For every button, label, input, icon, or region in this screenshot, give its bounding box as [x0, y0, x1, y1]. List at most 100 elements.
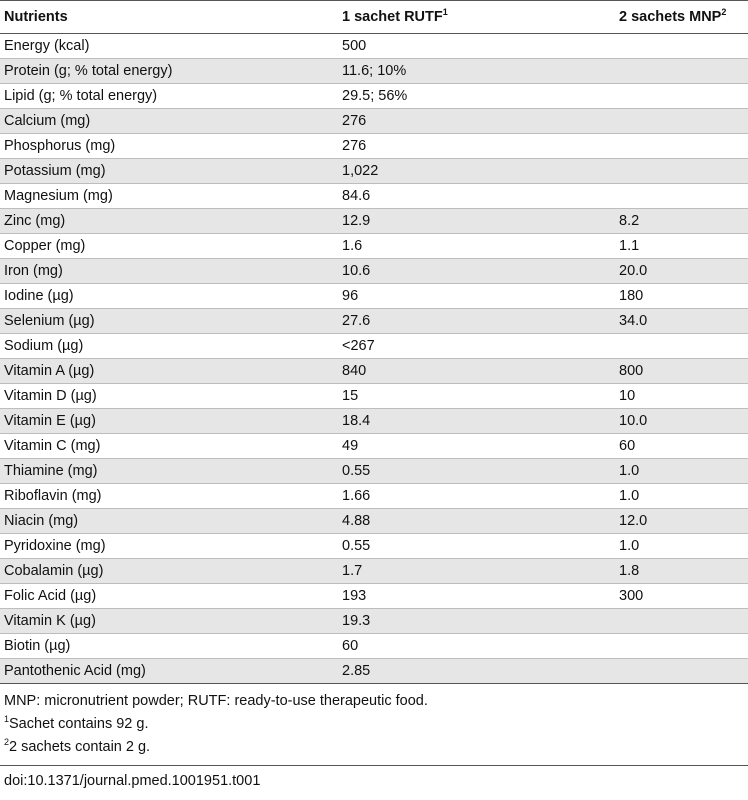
table-body: Energy (kcal) 500 Protein (g; % total ener…	[0, 33, 748, 684]
nutrient-name-cell: Cobalamin (µg)	[0, 558, 338, 584]
nutrient-name-cell: Biotin (µg)	[0, 633, 338, 659]
mnp-value-cell	[615, 658, 748, 684]
rutf-value-cell: 11.6; 10%	[338, 58, 615, 84]
mnp-value-cell: 800	[615, 358, 748, 384]
header-mnp-footnote-marker: 2	[721, 7, 727, 18]
nutrient-name-cell: Protein (g; % total energy)	[0, 58, 338, 84]
table-row: Lipid (g; % total energy) 29.5; 56%	[0, 83, 748, 109]
table-row: Calcium (mg) 276	[0, 108, 748, 134]
nutrient-name-cell: Iodine (µg)	[0, 283, 338, 309]
mnp-value-cell: 180	[615, 283, 748, 309]
table-row: Pantothenic Acid (mg) 2.85	[0, 658, 748, 684]
table-row: Folic Acid (µg) 193 300	[0, 583, 748, 609]
nutrient-name-cell: Vitamin E (µg)	[0, 408, 338, 434]
table-row: Vitamin C (mg) 49 60	[0, 433, 748, 459]
mnp-value-cell	[615, 183, 748, 209]
footnote-2-marker: 2	[4, 737, 10, 748]
table-row: Thiamine (mg) 0.55 1.0	[0, 458, 748, 484]
mnp-value-cell: 1.1	[615, 233, 748, 259]
table-row: Energy (kcal) 500	[0, 33, 748, 59]
mnp-value-cell: 12.0	[615, 508, 748, 534]
table-row: Phosphorus (mg) 276	[0, 133, 748, 159]
rutf-value-cell: 0.55	[338, 533, 615, 559]
rutf-value-cell: 18.4	[338, 408, 615, 434]
table-footnotes: MNP: micronutrient powder; RUTF: ready-t…	[0, 684, 748, 759]
table-header: Nutrients 1 sachet RUTF1 2 sachets MNP2	[0, 1, 748, 34]
nutrient-name-cell: Vitamin C (mg)	[0, 433, 338, 459]
nutrient-table: Nutrients 1 sachet RUTF1 2 sachets MNP2 …	[0, 1, 748, 684]
rutf-value-cell: 0.55	[338, 458, 615, 484]
table-row: Sodium (µg) <267	[0, 333, 748, 359]
bottom-rule	[0, 765, 748, 766]
doi-label: doi:10.1371/journal.pmed.1001951.t001	[4, 773, 261, 789]
mnp-value-cell: 60	[615, 433, 748, 459]
table-row: Vitamin D (µg) 15 10	[0, 383, 748, 409]
rutf-value-cell: <267	[338, 333, 615, 359]
header-rutf-footnote-marker: 1	[442, 7, 448, 18]
nutrient-name-cell: Zinc (mg)	[0, 208, 338, 234]
rutf-value-cell: 19.3	[338, 608, 615, 634]
rutf-value-cell: 840	[338, 358, 615, 384]
mnp-value-cell: 1.0	[615, 483, 748, 509]
table-row: Vitamin A (µg) 840 800	[0, 358, 748, 384]
nutrient-name-cell: Magnesium (mg)	[0, 183, 338, 209]
mnp-value-cell	[615, 58, 748, 84]
nutrient-name-cell: Folic Acid (µg)	[0, 583, 338, 609]
mnp-value-cell: 10.0	[615, 408, 748, 434]
table-row: Cobalamin (µg) 1.7 1.8	[0, 558, 748, 584]
table-row: Potassium (mg) 1,022	[0, 158, 748, 184]
footnote-1-text: Sachet contains 92 g.	[9, 716, 149, 732]
footnote-2-text: 2 sachets contain 2 g.	[9, 739, 151, 755]
rutf-value-cell: 12.9	[338, 208, 615, 234]
rutf-value-cell: 193	[338, 583, 615, 609]
rutf-value-cell: 4.88	[338, 508, 615, 534]
rutf-value-cell: 276	[338, 108, 615, 134]
table-row: Protein (g; % total energy) 11.6; 10%	[0, 58, 748, 84]
rutf-value-cell: 1.66	[338, 483, 615, 509]
header-row: Nutrients 1 sachet RUTF1 2 sachets MNP2	[0, 1, 748, 34]
nutrient-name-cell: Iron (mg)	[0, 258, 338, 284]
header-rutf: 1 sachet RUTF1	[338, 1, 615, 34]
mnp-value-cell	[615, 633, 748, 659]
table-row: Selenium (µg) 27.6 34.0	[0, 308, 748, 334]
mnp-value-cell	[615, 83, 748, 109]
rutf-value-cell: 29.5; 56%	[338, 83, 615, 109]
footnote-1-marker: 1	[4, 714, 10, 725]
rutf-value-cell: 1,022	[338, 158, 615, 184]
nutrient-name-cell: Thiamine (mg)	[0, 458, 338, 484]
table-row: Vitamin K (µg) 19.3	[0, 608, 748, 634]
nutrient-name-cell: Pyridoxine (mg)	[0, 533, 338, 559]
table-row: Iron (mg) 10.6 20.0	[0, 258, 748, 284]
table-row: Iodine (µg) 96 180	[0, 283, 748, 309]
table-row: Pyridoxine (mg) 0.55 1.0	[0, 533, 748, 559]
header-nutrients: Nutrients	[0, 1, 338, 34]
mnp-value-cell: 8.2	[615, 208, 748, 234]
mnp-value-cell: 1.0	[615, 458, 748, 484]
rutf-value-cell: 84.6	[338, 183, 615, 209]
nutrient-name-cell: Potassium (mg)	[0, 158, 338, 184]
nutrient-name-cell: Vitamin K (µg)	[0, 608, 338, 634]
mnp-value-cell: 20.0	[615, 258, 748, 284]
rutf-value-cell: 1.7	[338, 558, 615, 584]
rutf-value-cell: 15	[338, 383, 615, 409]
rutf-value-cell: 500	[338, 33, 615, 59]
nutrient-name-cell: Pantothenic Acid (mg)	[0, 658, 338, 684]
nutrient-name-cell: Riboflavin (mg)	[0, 483, 338, 509]
nutrient-name-cell: Lipid (g; % total energy)	[0, 83, 338, 109]
footnote-1: 1Sachet contains 92 g.	[4, 713, 744, 736]
mnp-value-cell	[615, 108, 748, 134]
rutf-value-cell: 60	[338, 633, 615, 659]
rutf-value-cell: 96	[338, 283, 615, 309]
footnote-2: 22 sachets contain 2 g.	[4, 736, 744, 759]
header-mnp: 2 sachets MNP2	[615, 1, 748, 34]
mnp-value-cell: 300	[615, 583, 748, 609]
nutrient-name-cell: Selenium (µg)	[0, 308, 338, 334]
rutf-value-cell: 27.6	[338, 308, 615, 334]
abbreviations-note: MNP: micronutrient powder; RUTF: ready-t…	[4, 693, 428, 709]
mnp-value-cell	[615, 158, 748, 184]
rutf-value-cell: 2.85	[338, 658, 615, 684]
rutf-value-cell: 1.6	[338, 233, 615, 259]
mnp-value-cell: 1.0	[615, 533, 748, 559]
nutrient-name-cell: Vitamin D (µg)	[0, 383, 338, 409]
